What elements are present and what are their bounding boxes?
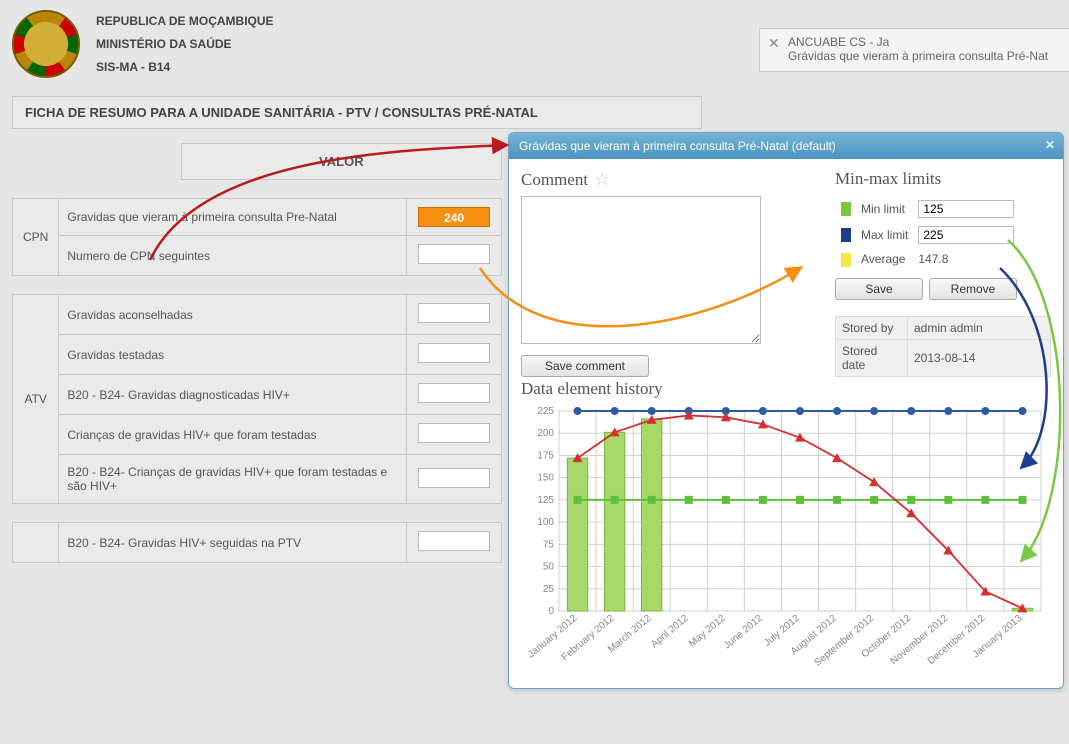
toast-notification: ✕ ANCUABE CS - Ja Grávidas que vieram à … <box>759 28 1069 72</box>
field-label: Numero de CPN seguintes <box>59 236 407 276</box>
svg-text:225: 225 <box>537 406 554 417</box>
comment-textarea[interactable] <box>521 196 761 344</box>
section-label <box>13 523 59 563</box>
header-line3: SIS-MA - B14 <box>96 56 274 79</box>
form-table: ATVGravidas aconselhadasGravidas testada… <box>12 294 502 504</box>
svg-text:100: 100 <box>537 517 554 528</box>
comment-heading: Comment <box>521 170 588 190</box>
svg-text:50: 50 <box>543 562 555 573</box>
svg-text:125: 125 <box>537 495 554 506</box>
value-input[interactable] <box>418 244 490 264</box>
section-label: CPN <box>13 199 59 276</box>
page-title: FICHA DE RESUMO PARA A UNIDADE SANITÁRIA… <box>12 96 702 129</box>
value-input[interactable] <box>418 468 490 488</box>
history-chart: 0255075100125150175200225January 2012Feb… <box>521 405 1051 675</box>
close-icon[interactable]: ✕ <box>768 35 780 52</box>
toast-line1: ANCUABE CS - Ja <box>788 35 1059 49</box>
svg-text:0: 0 <box>548 606 554 617</box>
min-limit-input[interactable] <box>918 200 1014 218</box>
dialog-titlebar[interactable]: Grávidas que vieram à primeira consulta … <box>509 133 1063 159</box>
value-input[interactable] <box>418 423 490 443</box>
field-label: Gravidas testadas <box>59 335 407 375</box>
value-input[interactable] <box>418 343 490 363</box>
save-limits-button[interactable]: Save <box>835 278 923 300</box>
header-line1: REPUBLICA DE MOÇAMBIQUE <box>96 10 274 33</box>
remove-limits-button[interactable]: Remove <box>929 278 1017 300</box>
max-limit-input[interactable] <box>918 226 1014 244</box>
field-label: B20 - B24- Gravidas diagnosticadas HIV+ <box>59 375 407 415</box>
header-text: REPUBLICA DE MOÇAMBIQUE MINISTÉRIO DA SA… <box>96 10 274 78</box>
limits-heading: Min-max limits <box>835 169 1051 189</box>
value-input[interactable] <box>418 383 490 403</box>
emblem-icon <box>12 10 80 78</box>
form-table-cpn: VALOR <box>12 143 502 180</box>
save-comment-button[interactable]: Save comment <box>521 355 649 377</box>
value-input[interactable]: 240 <box>418 207 490 227</box>
stored-by-value: admin admin <box>908 316 1051 339</box>
value-input[interactable] <box>418 531 490 551</box>
svg-text:25: 25 <box>543 584 555 595</box>
star-icon[interactable]: ☆ <box>594 169 610 190</box>
stored-date-label: Stored date <box>836 339 908 376</box>
svg-text:200: 200 <box>537 428 554 439</box>
avg-swatch <box>841 253 851 267</box>
toast-line2: Grávidas que vieram à primeira consulta … <box>788 49 1059 63</box>
min-swatch <box>841 202 851 216</box>
min-limit-label: Min limit <box>857 197 912 221</box>
form-table: CPNGravidas que vieram à primeira consul… <box>12 198 502 276</box>
section-label: ATV <box>13 295 59 504</box>
field-label: Gravidas aconselhadas <box>59 295 407 335</box>
svg-text:April 2012: April 2012 <box>649 613 691 651</box>
avg-label: Average <box>857 249 912 270</box>
chart-title: Data element history <box>521 379 1051 399</box>
svg-text:150: 150 <box>537 473 554 484</box>
max-limit-label: Max limit <box>857 223 912 247</box>
field-label: Gravidas que vieram à primeira consulta … <box>59 199 407 236</box>
stored-date-value: 2013-08-14 <box>908 339 1051 376</box>
svg-text:175: 175 <box>537 450 554 461</box>
avg-value: 147.8 <box>914 249 1018 270</box>
value-input[interactable] <box>418 303 490 323</box>
field-label: Crianças de gravidas HIV+ que foram test… <box>59 415 407 455</box>
stored-info: Stored by admin admin Stored date 2013-0… <box>835 316 1051 377</box>
header-line2: MINISTÉRIO DA SAÚDE <box>96 33 274 56</box>
max-swatch <box>841 228 851 242</box>
field-label: B20 - B24- Crianças de gravidas HIV+ que… <box>59 455 407 504</box>
limits-table: Min limit Max limit Average 147.8 <box>835 195 1020 272</box>
field-label: B20 - B24- Gravidas HIV+ seguidas na PTV <box>59 523 407 563</box>
form-table: B20 - B24- Gravidas HIV+ seguidas na PTV <box>12 522 502 563</box>
svg-text:75: 75 <box>543 539 555 550</box>
close-icon[interactable]: ✕ <box>1045 138 1055 152</box>
svg-text:June 2012: June 2012 <box>722 613 765 652</box>
dialog-title-text: Grávidas que vieram à primeira consulta … <box>519 139 836 153</box>
history-dialog: Grávidas que vieram à primeira consulta … <box>508 132 1064 689</box>
value-column-header: VALOR <box>181 144 501 180</box>
stored-by-label: Stored by <box>836 316 908 339</box>
